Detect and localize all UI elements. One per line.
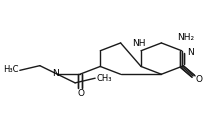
Text: O: O <box>195 75 202 84</box>
Text: CH₃: CH₃ <box>97 74 112 83</box>
Text: N: N <box>53 69 59 78</box>
Text: H₃C: H₃C <box>3 65 18 74</box>
Text: O: O <box>77 89 84 98</box>
Text: N: N <box>187 48 194 57</box>
Text: NH₂: NH₂ <box>177 33 194 42</box>
Text: NH: NH <box>132 39 146 48</box>
